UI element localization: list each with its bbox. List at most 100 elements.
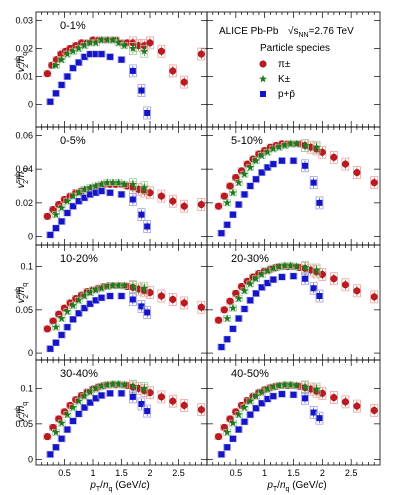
data-point [169,197,177,205]
data-point [169,397,177,405]
data-point [114,379,123,388]
sys-box [146,36,154,50]
y-axis-title-row3: vsub2/nq [15,283,30,304]
sys-box [312,140,321,154]
panel-centrality-label: 0-5% [60,135,86,147]
data-point [257,270,266,278]
data-point [330,153,338,161]
sys-box [301,272,309,286]
sys-box [168,194,177,208]
data-point [138,400,145,407]
data-point [98,294,105,301]
series-circle [214,261,379,324]
sys-box [137,208,146,222]
sys-box [168,394,177,408]
data-point [49,206,57,214]
sys-box [168,293,177,306]
data-point [353,402,361,410]
x-tick-label: 2 [147,468,152,478]
data-point [86,38,95,47]
data-point [146,189,154,197]
data-point [330,275,338,283]
y-tick-label: 0.01 [15,72,33,82]
sys-box [180,75,189,89]
data-point [263,384,272,393]
data-point [120,281,129,290]
sys-box [140,281,149,295]
data-point [235,426,242,433]
data-point [98,51,105,58]
data-point [138,303,145,310]
sys-box [180,399,189,412]
panel-centrality-label: 10-20% [60,253,98,265]
x-tick-label: 1.5 [287,468,300,478]
panel-20-30%: 20-30% [206,244,381,361]
y-tick-label: 0.06 [15,130,33,140]
data-point [220,192,228,200]
data-point [264,396,271,403]
data-point [253,405,260,412]
data-point [226,182,234,190]
svg-text:pT/nq (GeV/c): pT/nq (GeV/c) [89,480,149,493]
data-point [229,435,236,442]
svg-text:pT/nq (GeV/c): pT/nq (GeV/c) [266,480,326,493]
data-point [144,109,151,116]
data-point [226,297,234,305]
data-point [70,418,77,425]
data-point [70,316,77,323]
data-point [91,181,100,190]
legend-entries: π± K± p+p̄ [259,59,295,100]
data-point [197,50,205,58]
series-square [217,390,324,458]
y-tick-label: 0.05 [15,419,33,429]
data-point [270,393,277,400]
data-point [246,396,255,405]
data-point [91,285,100,294]
legend-experiment: ALICE Pb-Pb [219,26,279,37]
sys-box [353,166,361,179]
svg-text:vsub2/nq: vsub2/nq [15,168,30,189]
data-point [75,410,82,417]
data-point [118,390,125,397]
data-point [278,273,285,280]
data-point [87,300,94,307]
data-point [63,49,72,58]
data-point [120,180,129,188]
data-point [290,273,297,280]
data-point [218,344,225,351]
data-point [224,444,231,451]
legend-marker-star [259,74,267,83]
data-point [223,428,232,436]
series-square [46,50,152,120]
legend-label-star: K± [278,74,291,85]
data-point [241,191,248,198]
data-point [252,156,261,165]
data-point [286,139,295,148]
data-point [264,280,271,287]
panel-10-20%: 0 0.05 0.1 10-20% [15,244,208,361]
data-point [58,81,65,88]
data-point [269,382,278,391]
data-point [292,139,301,148]
y-tick-label: 0 [28,100,33,110]
sys-box [157,189,166,203]
data-point [128,382,137,390]
data-point [280,141,289,149]
data-point [370,179,378,187]
data-point [47,231,54,238]
data-point [97,35,106,44]
series-square [217,272,324,351]
sys-box [140,181,149,195]
data-point [57,314,66,322]
y-tick-label: 0 [28,348,33,358]
data-point [51,210,60,219]
series-square [46,292,152,353]
panel-centrality-label: 5-10% [231,135,263,147]
x-tick-label: 2.5 [172,468,185,478]
data-point [240,170,249,178]
data-point [232,289,240,297]
x-axis-title-left: pT/nq (GeV/c) [89,480,149,493]
data-point [215,433,223,441]
data-point [98,188,105,195]
data-point [107,390,114,397]
